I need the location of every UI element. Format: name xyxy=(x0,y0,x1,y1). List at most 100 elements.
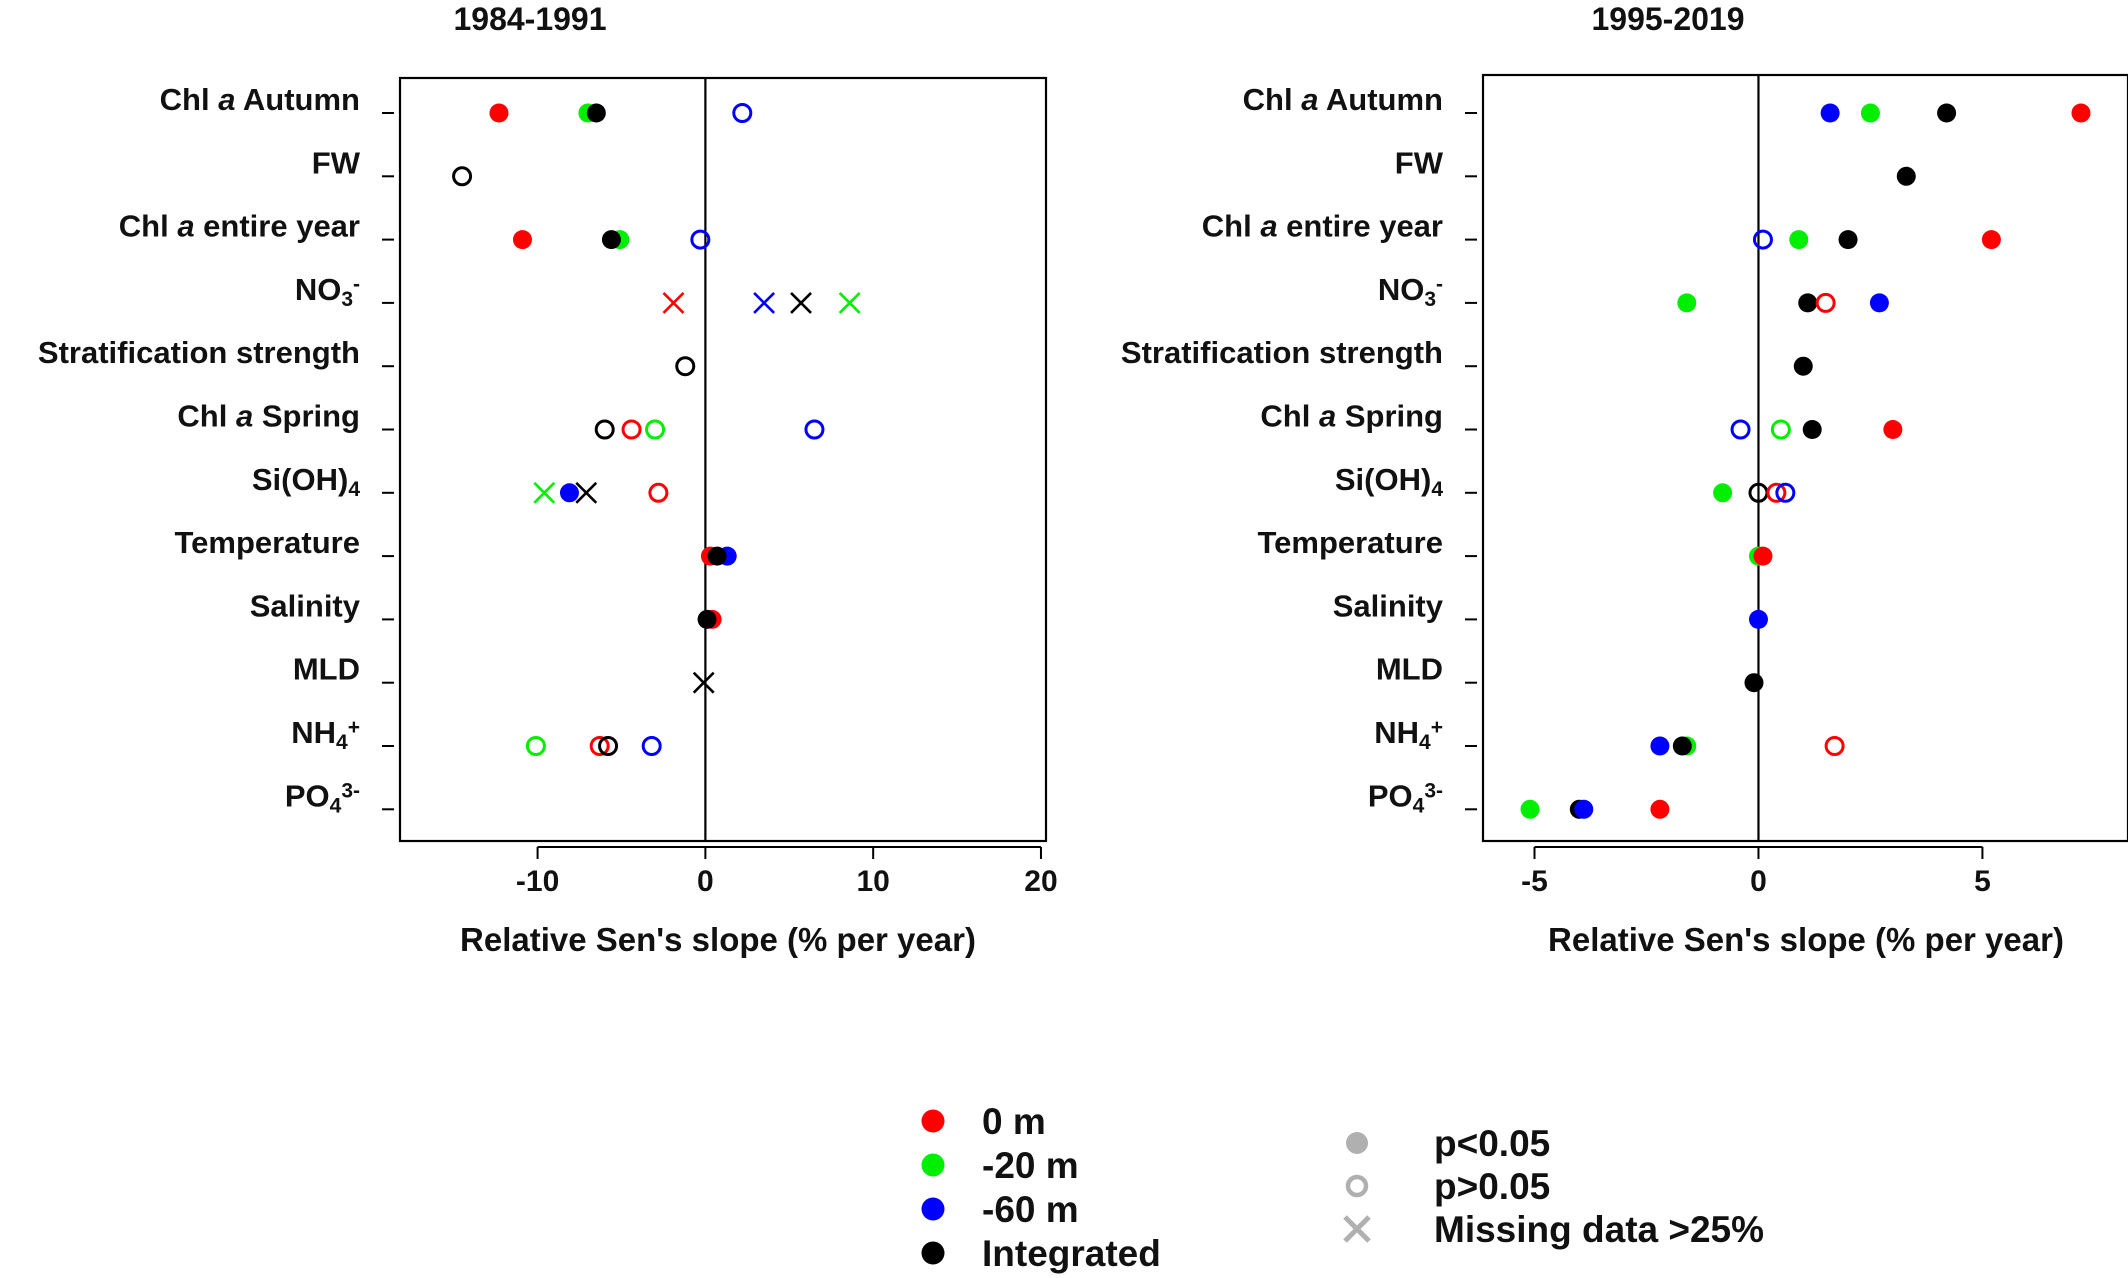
data-point xyxy=(1752,229,1773,250)
data-point xyxy=(732,103,753,123)
data-point xyxy=(559,483,579,503)
plot-frame xyxy=(1481,73,2128,843)
legend-marker xyxy=(1345,1174,1369,1198)
data-point xyxy=(1815,292,1836,313)
legend-marker xyxy=(1346,1132,1368,1154)
plot-frame xyxy=(398,76,1048,843)
data-point xyxy=(692,671,715,694)
data-point xyxy=(1789,230,1809,250)
y-category-label: PO43- xyxy=(1368,778,1443,817)
data-point xyxy=(1520,799,1540,819)
data-point xyxy=(1869,293,1889,313)
data-point xyxy=(1775,482,1796,503)
legend-marker-label: Missing data >25% xyxy=(1434,1209,1764,1250)
data-point xyxy=(1753,546,1773,566)
data-point xyxy=(697,609,717,629)
data-point xyxy=(648,482,669,503)
data-point xyxy=(2071,103,2091,123)
data-point xyxy=(621,419,642,440)
data-point xyxy=(1677,293,1697,313)
x-tick-label: -10 xyxy=(516,865,559,898)
data-point xyxy=(1748,609,1768,629)
legend-swatch xyxy=(921,1153,945,1177)
x-tick-label: 5 xyxy=(1974,865,1991,898)
data-point xyxy=(1730,419,1751,440)
data-point xyxy=(645,419,666,440)
y-category-label: MLD xyxy=(1376,652,1443,687)
data-point xyxy=(586,103,606,123)
data-point xyxy=(575,481,598,504)
y-category-label: FW xyxy=(312,145,361,180)
data-point xyxy=(589,736,610,756)
data-point xyxy=(598,736,619,756)
y-category-label: Temperature xyxy=(175,525,361,560)
y-category-label: FW xyxy=(1395,145,1444,180)
legend-swatch xyxy=(921,1197,945,1221)
data-point xyxy=(1824,736,1845,756)
data-point xyxy=(1937,103,1957,123)
y-category-label: Temperature xyxy=(1258,525,1444,560)
legend-label: -20 m xyxy=(982,1145,1079,1186)
legend-label: 0 m xyxy=(982,1101,1046,1142)
data-point xyxy=(1713,483,1733,503)
data-point xyxy=(675,356,696,377)
y-category-label: Stratification strength xyxy=(38,335,360,370)
y-category-label: Si(OH)4 xyxy=(1335,462,1443,501)
data-point xyxy=(790,291,812,314)
data-point xyxy=(1802,420,1822,439)
y-category-label: NO3- xyxy=(295,272,360,311)
data-point xyxy=(1793,356,1813,376)
data-point xyxy=(1896,166,1916,186)
y-category-label: Chl a Spring xyxy=(177,399,360,434)
y-category-label: Salinity xyxy=(250,588,361,623)
legend-swatch xyxy=(921,1109,945,1133)
data-point xyxy=(1574,799,1594,819)
data-point xyxy=(1981,230,2001,250)
y-category-label: Chl a Spring xyxy=(1260,399,1443,434)
data-point xyxy=(1798,293,1818,313)
data-point xyxy=(1650,736,1670,756)
x-axis-label: Relative Sen's slope (% per year) xyxy=(1548,921,2064,958)
data-point xyxy=(641,736,662,756)
legend-label: Integrated xyxy=(982,1233,1161,1274)
data-point xyxy=(601,230,621,250)
x-tick-label: 10 xyxy=(856,865,889,898)
data-point xyxy=(489,103,509,123)
data-point xyxy=(512,230,532,250)
y-category-label: NH4+ xyxy=(1374,715,1443,754)
y-category-label: Stratification strength xyxy=(1121,335,1443,370)
data-point xyxy=(1838,230,1858,250)
legend-label: -60 m xyxy=(982,1189,1079,1230)
data-point xyxy=(1770,419,1791,440)
data-point xyxy=(838,291,861,314)
chart-title: 1984-1991 xyxy=(453,1,606,37)
chart-1984-1991: 1984-1991 Relative Sen's slope (% per ye… xyxy=(38,1,1058,958)
data-point xyxy=(662,291,685,314)
y-category-label: PO43- xyxy=(285,778,360,817)
legend-swatch xyxy=(921,1241,945,1265)
data-point xyxy=(533,481,556,504)
chart-1995-2019: 1995-2019 Relative Sen's slope (% per ye… xyxy=(1121,1,2128,958)
y-category-label: Chl a entire year xyxy=(1202,209,1443,244)
data-point xyxy=(804,419,825,440)
data-point xyxy=(707,546,727,566)
data-point xyxy=(1744,673,1764,693)
data-point xyxy=(1860,103,1880,123)
x-tick-label: -5 xyxy=(1521,865,1548,898)
y-category-label: Chl a entire year xyxy=(119,209,360,244)
y-category-label: NO3- xyxy=(1378,272,1443,311)
y-category-label: NH4+ xyxy=(291,715,360,754)
legend-marker xyxy=(1343,1215,1371,1243)
data-point xyxy=(525,736,546,756)
data-point xyxy=(753,291,776,314)
data-point xyxy=(452,166,473,187)
data-point xyxy=(690,229,711,250)
y-category-label: Chl a Autumn xyxy=(1243,82,1443,117)
x-tick-label: 0 xyxy=(697,865,714,898)
data-point xyxy=(1672,736,1692,756)
legend-marker-label: p>0.05 xyxy=(1434,1166,1550,1207)
chart-title: 1995-2019 xyxy=(1591,1,1744,37)
data-point xyxy=(1883,420,1903,439)
